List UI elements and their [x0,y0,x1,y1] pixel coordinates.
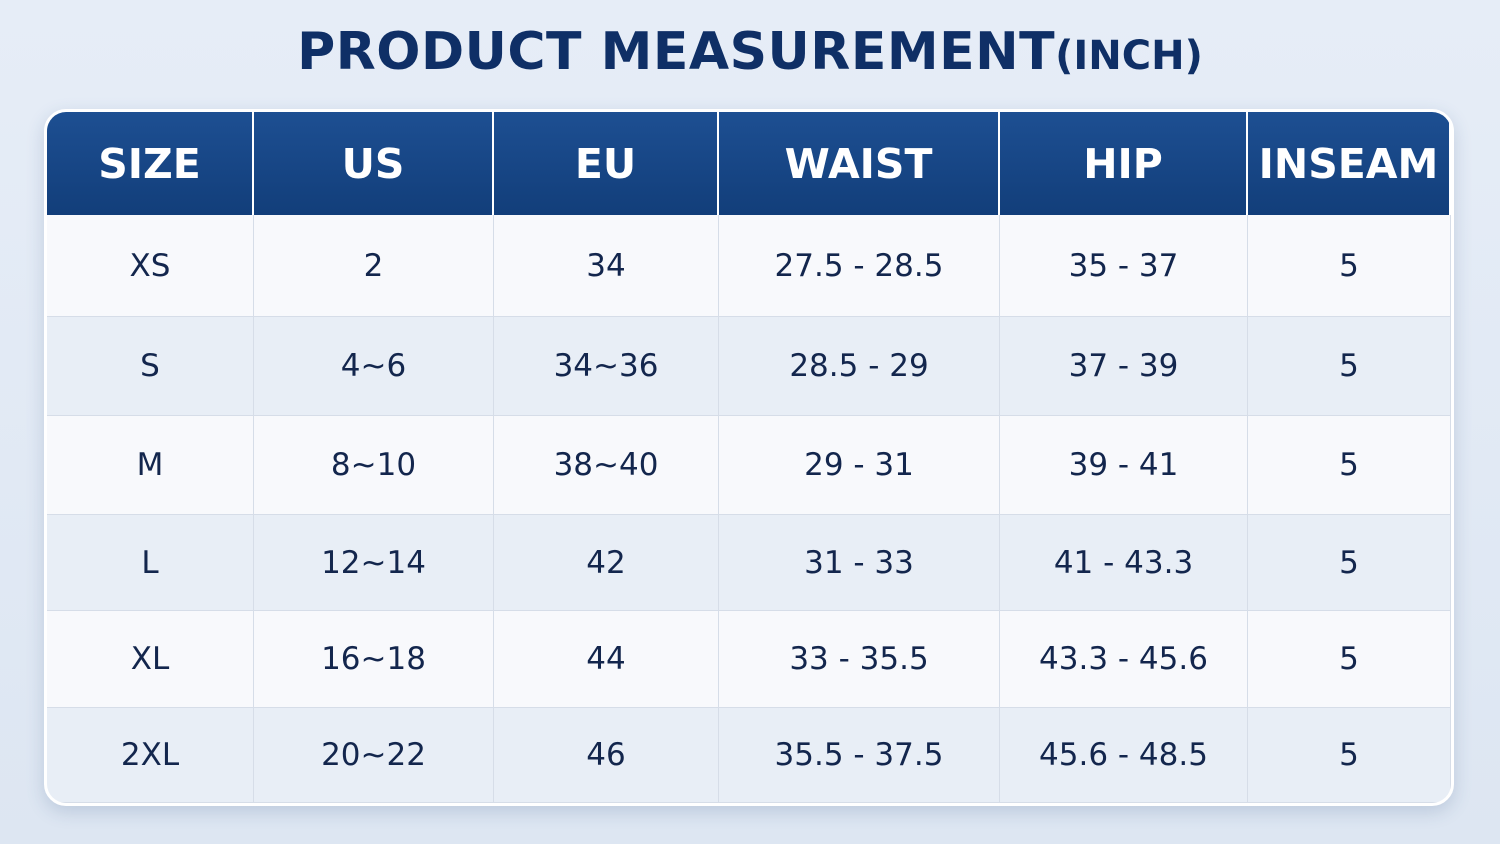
table-cell: 35.5 - 37.5 [719,708,1000,803]
table-cell: 34 [494,215,719,317]
table-cell: 31 - 33 [719,515,1000,611]
table-cell: 4~6 [254,317,494,416]
table-cell: 42 [494,515,719,611]
title: PRODUCT MEASUREMENT(INCH) [0,22,1500,82]
table-cell: 2 [254,215,494,317]
table-cell: 35 - 37 [1000,215,1248,317]
table-cell: 43.3 - 45.6 [1000,611,1248,708]
table-cell: 5 [1248,416,1451,515]
column-header: INSEAM [1248,112,1451,215]
table-cell: 5 [1248,515,1451,611]
table-cell: 27.5 - 28.5 [719,215,1000,317]
table-cell: 5 [1248,317,1451,416]
title-unit: (INCH) [1055,33,1203,79]
table-cell: 45.6 - 48.5 [1000,708,1248,803]
table-cell: 12~14 [254,515,494,611]
column-header: WAIST [719,112,1000,215]
table-cell: 41 - 43.3 [1000,515,1248,611]
table-cell: 29 - 31 [719,416,1000,515]
table-cell: XL [47,611,254,708]
column-header: SIZE [47,112,254,215]
table-cell: 33 - 35.5 [719,611,1000,708]
table-cell: 8~10 [254,416,494,515]
size-table: SIZE US EU WAIST HIP INSEAM XS 2 34 27.5 - 28.5 35… [44,109,1454,806]
table-cell: 16~18 [254,611,494,708]
table-cell: L [47,515,254,611]
table-cell: 37 - 39 [1000,317,1248,416]
table-cell: M [47,416,254,515]
table-cell: 5 [1248,708,1451,803]
title-text: PRODUCT MEASUREMENT [297,22,1056,82]
column-header: US [254,112,494,215]
table-cell: 28.5 - 29 [719,317,1000,416]
table-cell: 5 [1248,215,1451,317]
table-cell: 20~22 [254,708,494,803]
table-cell: 39 - 41 [1000,416,1248,515]
table-cell: 44 [494,611,719,708]
table-cell: 38~40 [494,416,719,515]
column-header: EU [494,112,719,215]
column-header: HIP [1000,112,1248,215]
table-cell: 46 [494,708,719,803]
table-cell: S [47,317,254,416]
table-cell: XS [47,215,254,317]
table-cell: 2XL [47,708,254,803]
table-cell: 34~36 [494,317,719,416]
table-cell: 5 [1248,611,1451,708]
